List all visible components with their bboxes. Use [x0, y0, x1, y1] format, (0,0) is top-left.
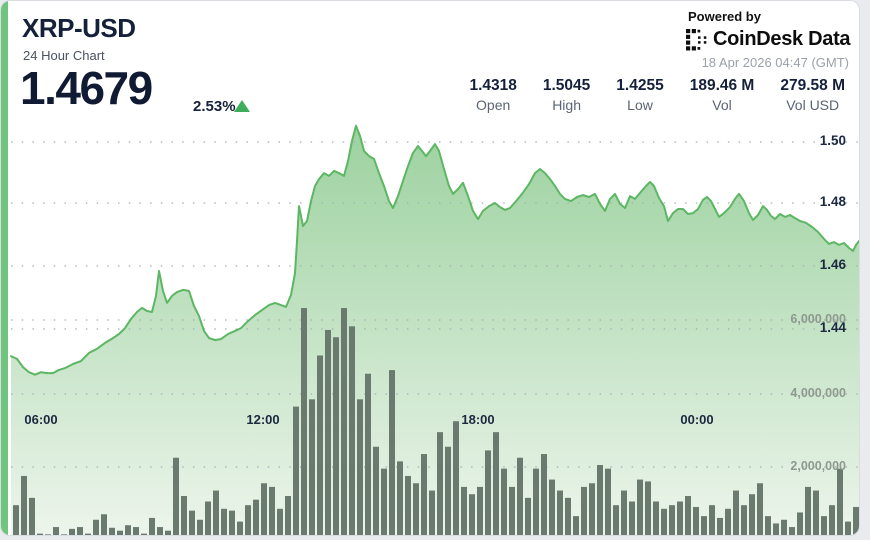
- volume-bars: [13, 308, 859, 535]
- stat-vol-usd: 279.58 M Vol USD: [780, 77, 845, 113]
- stat-value: 279.58 M: [780, 77, 845, 94]
- stat-low: 1.4255 Low: [616, 77, 663, 113]
- stat-label: Low: [627, 97, 653, 113]
- current-price: 1.4679: [20, 62, 153, 114]
- stat-label: Vol USD: [786, 97, 840, 113]
- stat-value: 1.4318: [469, 77, 517, 94]
- change-percent: 2.53%: [193, 98, 236, 115]
- chart-svg[interactable]: [1, 1, 860, 536]
- stat-value: 189.46 M: [689, 77, 755, 94]
- stat-value: 1.4255: [616, 77, 664, 94]
- price-area-fill: [11, 125, 859, 535]
- price-line: [10, 124, 859, 376]
- up-triangle-icon: [234, 100, 250, 112]
- stat-label: Open: [476, 97, 511, 113]
- timestamp-label: 18 Apr 2026 04:47 (GMT): [701, 55, 849, 70]
- stat-vol: 189.46 M Vol: [690, 77, 755, 113]
- stat-value: 1.5045: [542, 77, 591, 94]
- powered-by-label: Powered by: [688, 9, 761, 24]
- stat-open: 1.4318 Open: [469, 77, 516, 113]
- chart-range-label: 24 Hour Chart: [23, 48, 105, 63]
- brand-name: CoinDesk Data: [713, 28, 851, 50]
- stat-label: High: [552, 97, 581, 113]
- symbol-title: XRP-USD: [22, 13, 136, 43]
- stat-label: Vol: [712, 97, 732, 113]
- brand-logo[interactable]: CoinDesk Data: [686, 28, 851, 51]
- stat-high: 1.5045 High: [543, 77, 590, 113]
- coindesk-logo-icon: [686, 28, 708, 51]
- stats-row: 1.4318 Open 1.5045 High 1.4255 Low 189.46 M Vol…: [431, 77, 845, 113]
- accent-stripe: [1, 1, 8, 535]
